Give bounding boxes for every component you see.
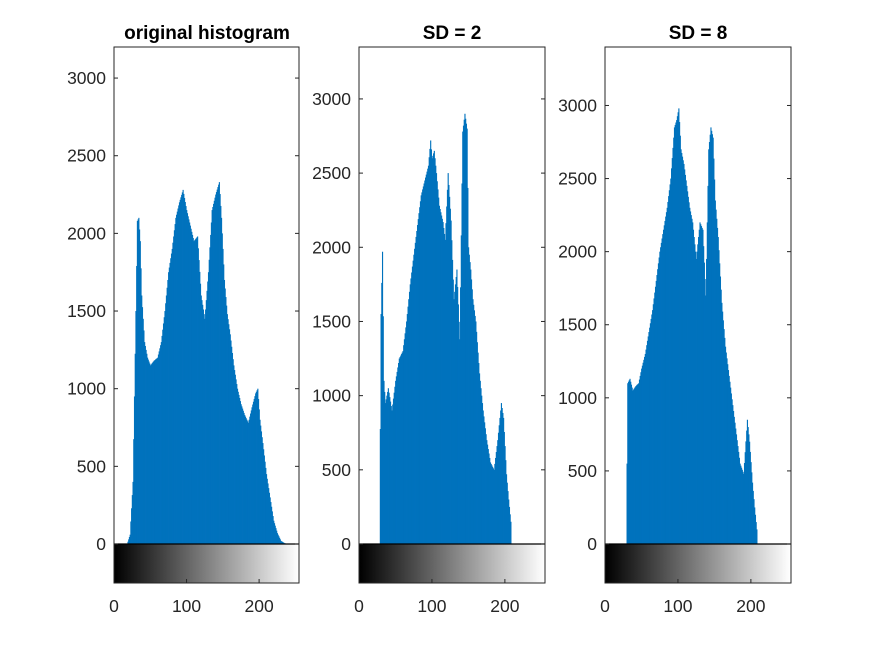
y-tick-label: 3000 (312, 89, 351, 109)
y-tick-label: 2500 (558, 169, 597, 189)
histogram-bars (380, 114, 512, 544)
y-tick-label: 0 (587, 534, 597, 554)
y-tick-label: 2500 (312, 163, 351, 183)
y-tick-label: 2500 (67, 146, 106, 166)
histogram-bar (510, 522, 511, 544)
x-tick-label: 100 (172, 596, 201, 616)
y-tick-label: 1000 (67, 379, 106, 399)
y-tick-label: 500 (322, 460, 351, 480)
x-tick-label: 0 (600, 596, 610, 616)
y-tick-label: 1500 (558, 315, 597, 335)
x-tick-label: 100 (663, 596, 692, 616)
x-tick-label: 200 (244, 596, 273, 616)
subplot-sd8: SD = 8 0 500 1000 1500 2000 2500 3000 0 100 200 (558, 23, 791, 616)
subplot-title: SD = 2 (423, 23, 482, 44)
y-tick-label: 0 (341, 534, 351, 554)
x-tick-label: 100 (417, 596, 446, 616)
x-tick-label: 0 (354, 596, 364, 616)
histogram-bars (127, 182, 288, 544)
subplot-original: original histogram 050010001500200025003… (67, 23, 299, 616)
x-tick-label: 200 (490, 596, 519, 616)
grayscale-colorbar (606, 545, 791, 583)
y-tick-label: 3000 (67, 68, 106, 88)
y-tick-label: 1000 (312, 386, 351, 406)
histogram-axes: 0 500 1000 1500 2000 2500 3000 0 100 200 (312, 47, 545, 616)
grayscale-colorbar (115, 545, 299, 583)
x-tick-label: 0 (109, 596, 119, 616)
y-tick-label: 2000 (558, 242, 597, 262)
histogram-bars (627, 108, 758, 544)
y-tick-label: 1500 (312, 311, 351, 331)
subplot-title: SD = 8 (669, 23, 728, 44)
y-tick-label: 500 (568, 461, 597, 481)
y-tick-label: 1000 (558, 388, 597, 408)
histogram-bar (756, 529, 757, 544)
grayscale-colorbar (360, 545, 545, 583)
subplot-title: original histogram (124, 23, 290, 44)
y-tick-label: 0 (96, 534, 106, 554)
x-tick-label: 200 (736, 596, 765, 616)
y-tick-label: 3000 (558, 95, 597, 115)
subplot-sd2: SD = 2 0 500 1000 1500 2000 2500 3000 0 100 200 (312, 23, 545, 616)
y-tick-label: 2000 (312, 237, 351, 257)
y-tick-label: 1500 (67, 301, 106, 321)
y-tick-label: 500 (77, 456, 106, 476)
histogram-axes: 0 500 1000 1500 2000 2500 3000 0 100 200 (558, 47, 791, 616)
histogram-axes: 0 500 1000 1500 2000 2500 3000 0 100 200 (67, 47, 299, 616)
y-tick-label: 2000 (67, 223, 106, 243)
